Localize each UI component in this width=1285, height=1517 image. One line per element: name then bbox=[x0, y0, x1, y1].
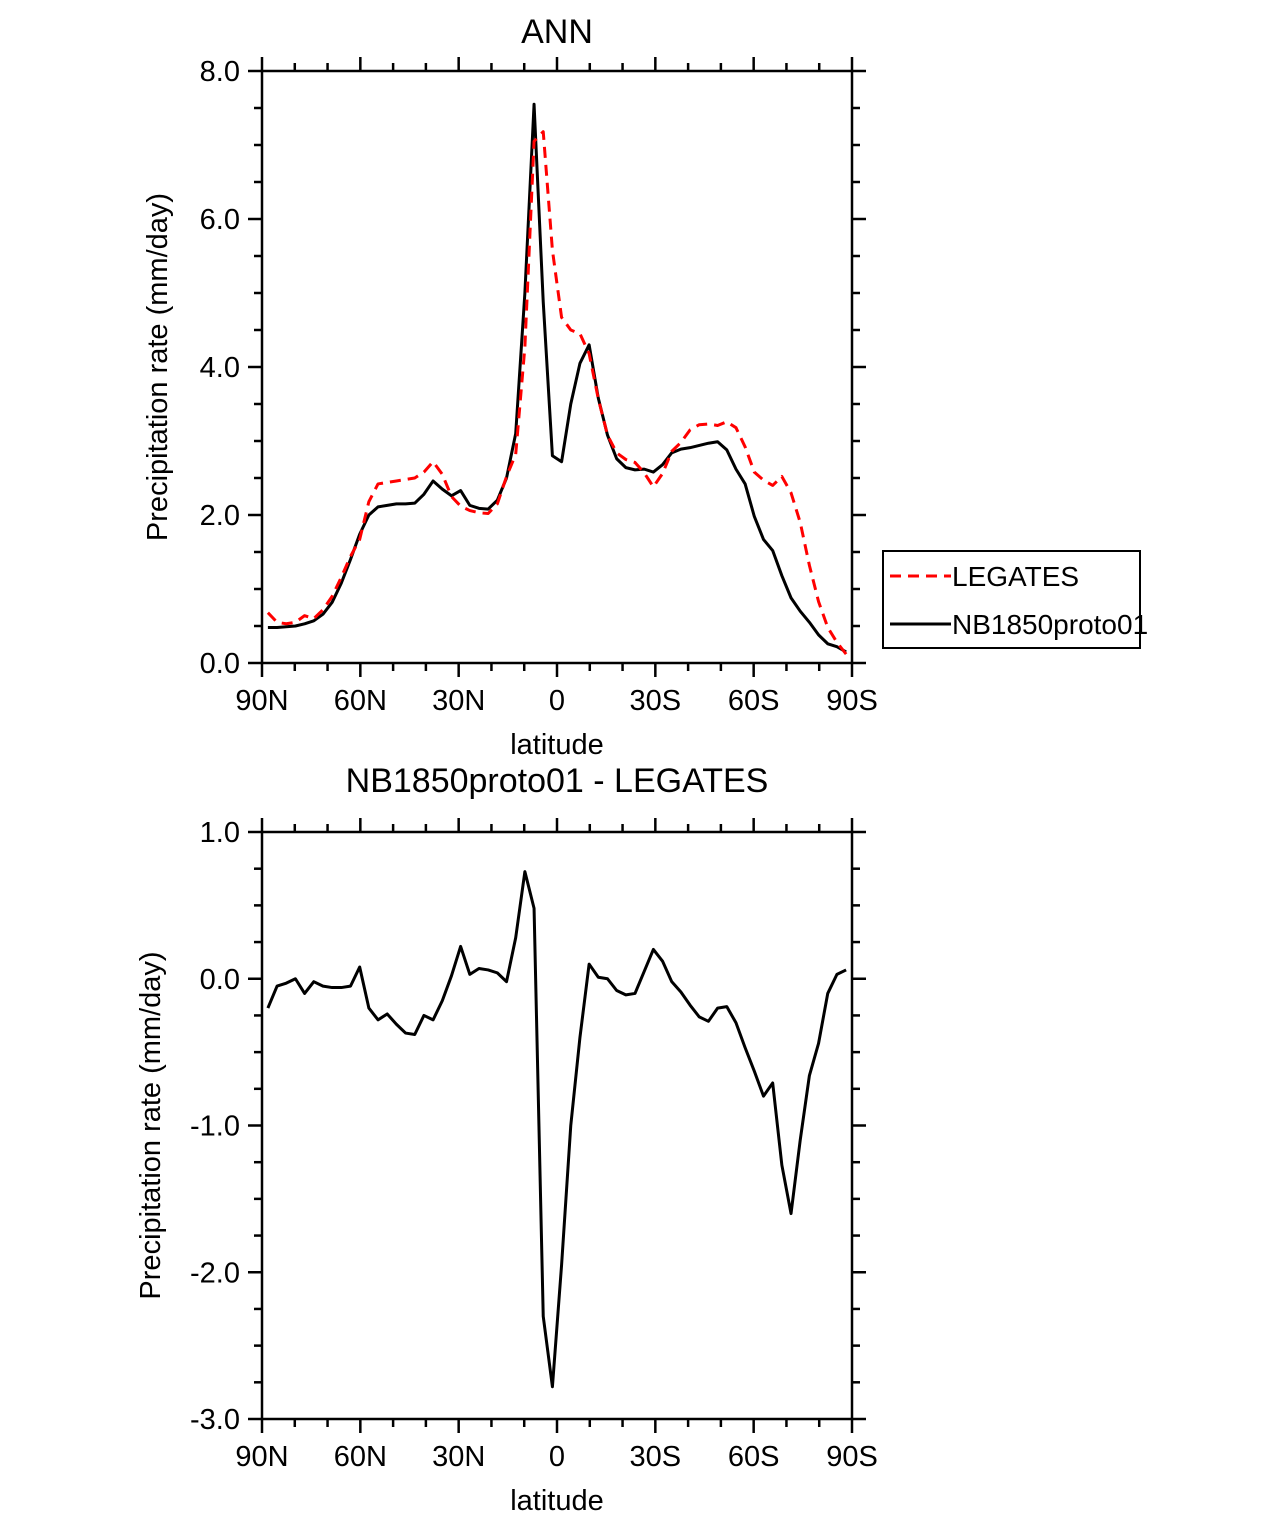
y-tick-label: -1.0 bbox=[190, 1111, 240, 1143]
y-tick-label: 2.0 bbox=[200, 500, 240, 532]
x-tick-label: 30N bbox=[432, 685, 485, 717]
legend-box bbox=[882, 550, 1141, 649]
series-line-legates bbox=[266, 130, 848, 656]
x-tick-label: 90N bbox=[235, 1441, 288, 1473]
tick-marks bbox=[248, 818, 866, 1433]
x-tick-label: 90N bbox=[235, 685, 288, 717]
y-tick-label: 0.0 bbox=[200, 964, 240, 996]
x-tick-label: 0 bbox=[549, 1441, 565, 1473]
y-tick-label: -2.0 bbox=[190, 1257, 240, 1289]
y-axis-label: Precipitation rate (mm/day) bbox=[135, 951, 167, 1299]
x-axis-label: latitude bbox=[510, 729, 604, 761]
y-tick-label: 6.0 bbox=[200, 204, 240, 236]
legend-entry-label: LEGATES bbox=[952, 561, 1079, 592]
x-tick-label: 60S bbox=[728, 685, 780, 717]
panel-top: ANN latitude Precipitation rate (mm/day) 90… bbox=[142, 13, 1148, 761]
y-tick-label: 8.0 bbox=[200, 56, 240, 88]
y-tick-label: 1.0 bbox=[200, 817, 240, 849]
y-axis-label: Precipitation rate (mm/day) bbox=[142, 193, 174, 541]
y-tick-label: 0.0 bbox=[200, 648, 240, 680]
legend: LEGATES NB1850proto01 bbox=[882, 550, 1148, 649]
x-tick-label: 90S bbox=[826, 1441, 878, 1473]
series-line-nb1850proto01-legates bbox=[266, 870, 847, 1389]
y-tick-label: -3.0 bbox=[190, 1404, 240, 1436]
y-tick-label: 4.0 bbox=[200, 352, 240, 384]
panel-title: NB1850proto01 - LEGATES bbox=[346, 762, 769, 800]
x-axis-label: latitude bbox=[510, 1485, 604, 1517]
x-tick-label: 30N bbox=[432, 1441, 485, 1473]
series-line-nb1850proto01 bbox=[267, 102, 847, 654]
x-tick-label: 60N bbox=[334, 685, 387, 717]
panel-title: ANN bbox=[521, 13, 593, 51]
x-tick-label: 90S bbox=[826, 685, 878, 717]
x-tick-label: 60N bbox=[334, 1441, 387, 1473]
x-tick-label: 60S bbox=[728, 1441, 780, 1473]
legend-entry-label: NB1850proto01 bbox=[952, 609, 1148, 640]
x-tick-label: 30S bbox=[630, 1441, 682, 1473]
x-tick-label: 0 bbox=[549, 685, 565, 717]
x-tick-label: 30S bbox=[630, 685, 682, 717]
panel-bottom: NB1850proto01 - LEGATES latitude Precipita… bbox=[135, 762, 878, 1517]
tick-marks bbox=[248, 57, 866, 677]
